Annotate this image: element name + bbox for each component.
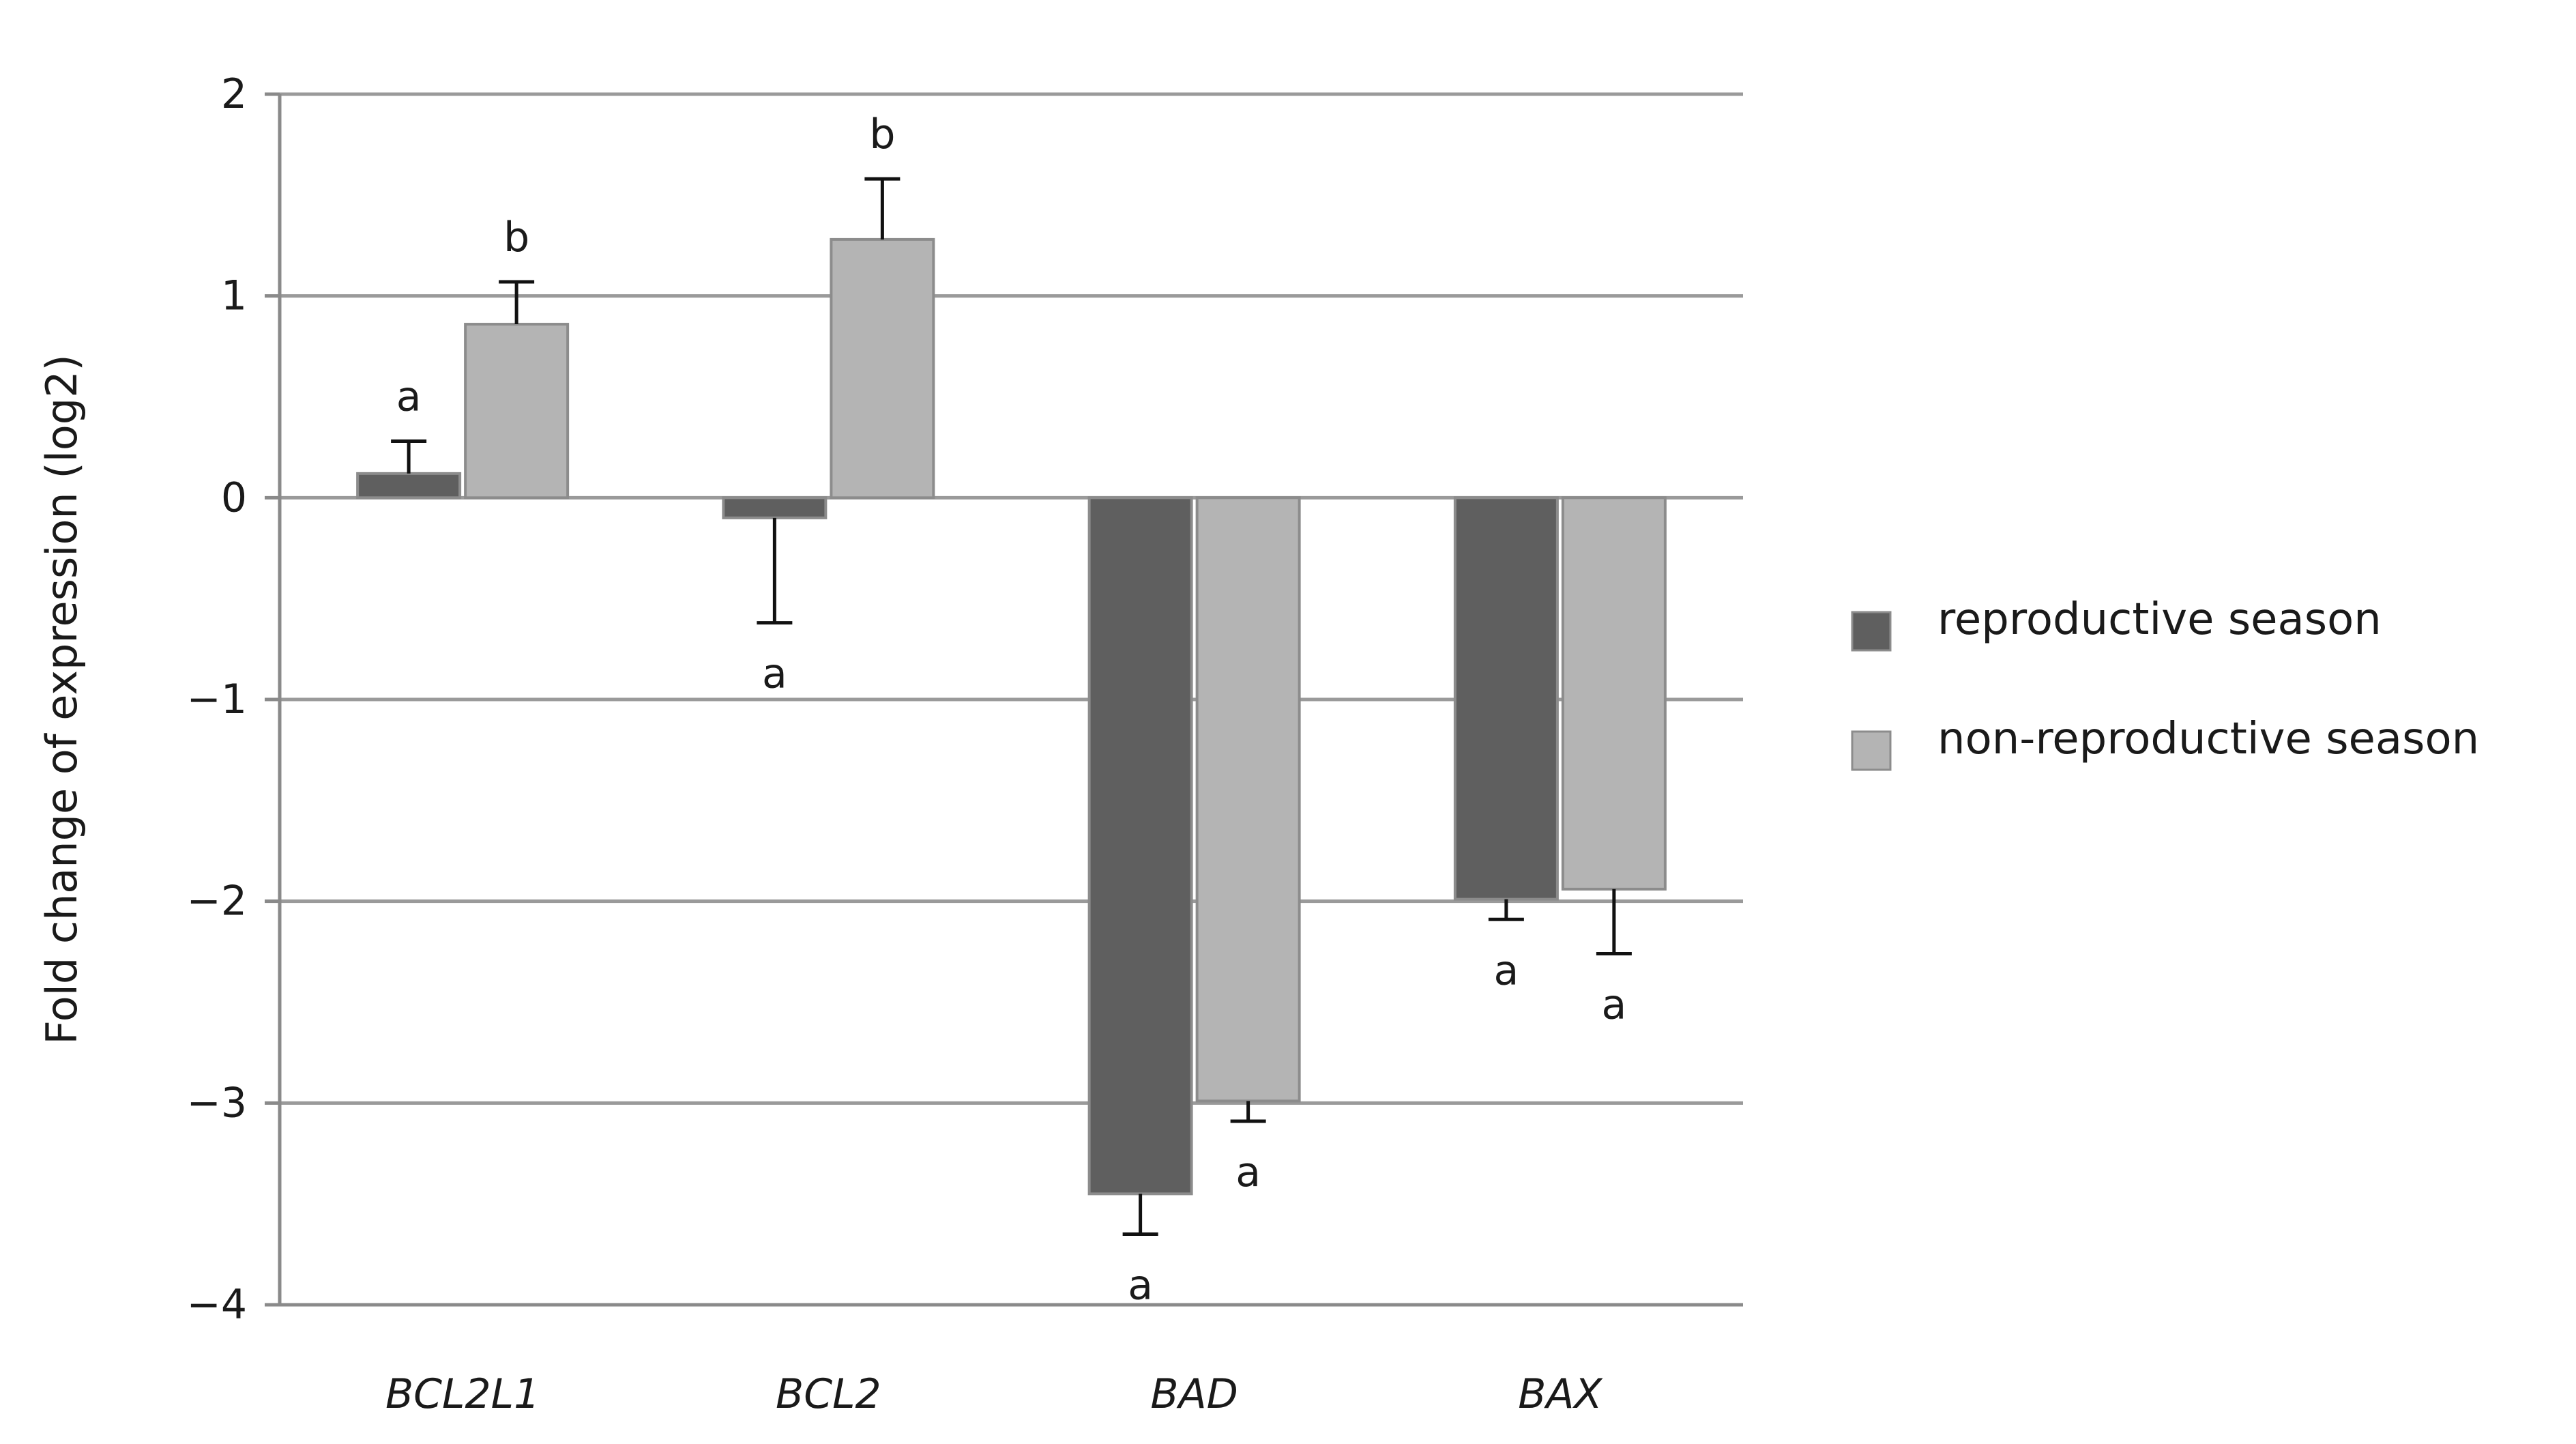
category-label: BCL2 — [776, 1370, 881, 1418]
legend-swatch — [1851, 730, 1892, 771]
error-bars — [391, 177, 1632, 1237]
legend-label: non-reproductive season — [1937, 714, 2479, 764]
significance-label: a — [396, 373, 422, 421]
bar — [464, 323, 570, 500]
significance-labels: a b a b a a a a — [396, 111, 1627, 1309]
bar — [830, 237, 935, 500]
bar — [1561, 496, 1667, 891]
significance-label: a — [762, 650, 787, 698]
y-tick-label: 0 — [221, 474, 247, 521]
significance-label: a — [1128, 1262, 1153, 1310]
y-tick-label: −1 — [187, 676, 247, 723]
significance-label: a — [1601, 981, 1626, 1029]
category-label: BAX — [1518, 1370, 1603, 1418]
category-labels: BCL2L1 BCL2 BAD BAX — [385, 1370, 1603, 1418]
category-label: BAD — [1150, 1370, 1238, 1418]
bar — [722, 496, 828, 519]
bar — [1453, 496, 1559, 901]
significance-label: a — [1235, 1149, 1261, 1196]
bars — [356, 237, 1667, 1196]
axes — [265, 92, 1743, 1307]
y-tick-labels: 2 1 0 −1 −2 −3 −4 — [187, 70, 247, 1329]
legend-swatch — [1851, 611, 1892, 652]
legend-label: reproductive season — [1937, 594, 2382, 645]
y-tick-label: 2 — [221, 70, 247, 118]
bar — [1195, 496, 1301, 1103]
legend: reproductive season non-reproductive seas… — [1851, 594, 2479, 771]
bar — [1087, 496, 1193, 1196]
y-tick-label: 1 — [221, 272, 247, 320]
significance-label: b — [869, 111, 895, 158]
y-axis-title: Fold change of expression (log2) — [37, 354, 87, 1045]
bar — [356, 472, 462, 500]
significance-label: b — [503, 214, 529, 261]
y-tick-label: −4 — [187, 1281, 247, 1329]
y-tick-label: −2 — [187, 878, 247, 925]
significance-label: a — [1493, 947, 1519, 994]
category-label: BCL2L1 — [385, 1370, 540, 1418]
y-tick-label: −3 — [187, 1079, 247, 1127]
